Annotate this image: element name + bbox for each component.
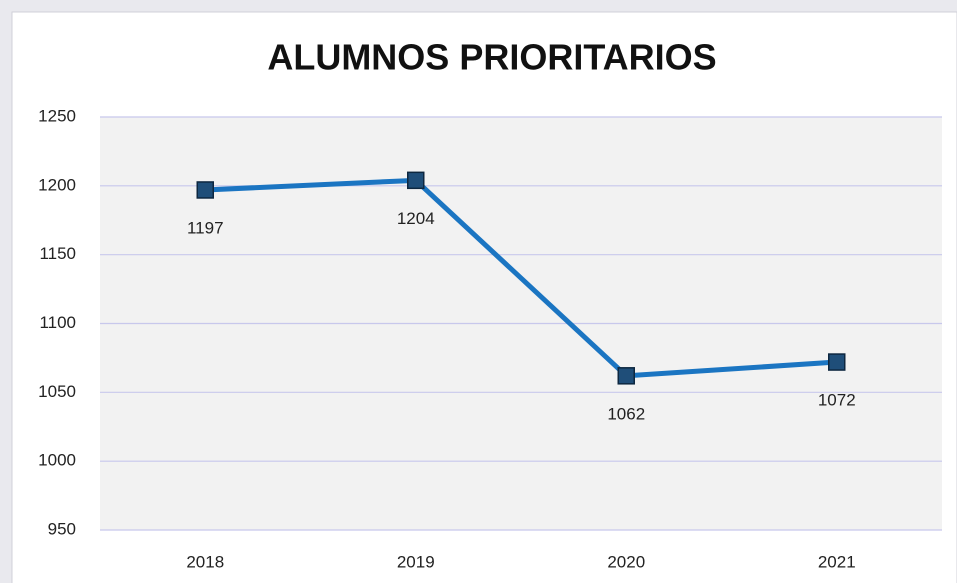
x-tick-label: 2020 — [607, 552, 645, 571]
series-line — [205, 177, 837, 379]
y-tick-label: 1050 — [38, 382, 76, 401]
x-tick-label: 2021 — [818, 552, 856, 571]
data-label: 1204 — [397, 209, 435, 228]
y-tick-label: 1100 — [39, 313, 76, 332]
data-label: 1072 — [818, 391, 856, 410]
data-label: 1197 — [187, 218, 224, 237]
x-tick-label: 2018 — [186, 552, 224, 571]
y-tick-label: 950 — [48, 519, 76, 538]
marker — [828, 353, 846, 371]
chart-title: ALUMNOS PRIORITARIOS — [267, 37, 716, 78]
y-tick-label: 1150 — [39, 244, 76, 263]
y-tick-label: 1250 — [38, 106, 76, 125]
x-tick-label: 2019 — [397, 552, 435, 571]
marker — [617, 367, 635, 385]
y-tick-label: 1200 — [38, 175, 76, 194]
data-label: 1062 — [607, 404, 645, 423]
y-tick-label: 1000 — [38, 451, 76, 470]
marker — [196, 181, 214, 199]
marker — [407, 171, 425, 190]
